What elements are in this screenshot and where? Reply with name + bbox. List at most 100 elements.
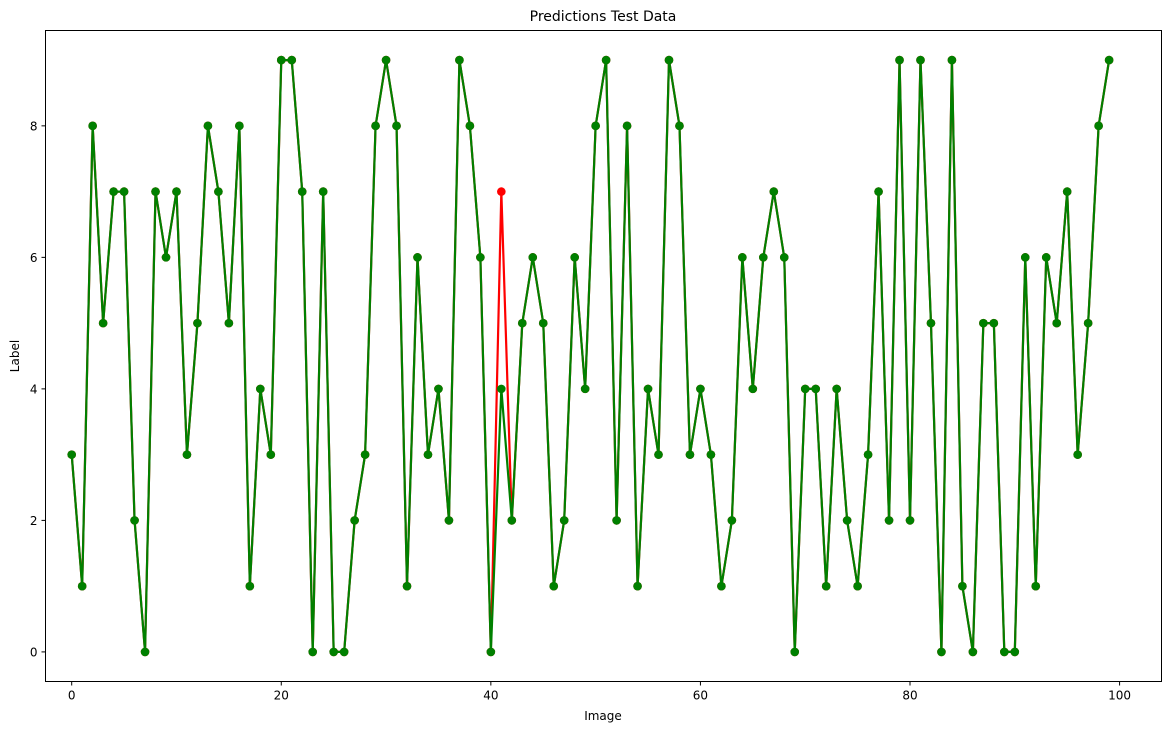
- series-1-point: [1094, 121, 1103, 131]
- x-axis-label: Image: [584, 709, 622, 723]
- series-1-point: [580, 384, 590, 394]
- series-1-point: [717, 581, 726, 591]
- series-1-point: [371, 121, 380, 131]
- series-1-point: [497, 384, 506, 394]
- series-1-point: [517, 318, 527, 328]
- series-1-point: [266, 450, 276, 459]
- series-1-point: [98, 318, 108, 328]
- series-1-point: [696, 384, 705, 394]
- series-1-point: [140, 647, 150, 657]
- y-axis: 0 2 4 6 8: [30, 119, 46, 659]
- series-1-point: [884, 516, 894, 525]
- series-1-point: [308, 647, 318, 657]
- series-1-point: [1052, 318, 1062, 328]
- series-1-point: [119, 187, 129, 196]
- series-1-point: [151, 187, 160, 196]
- series-1-point: [381, 55, 391, 65]
- series-1-point: [769, 187, 779, 196]
- x-axis: 0 20 40 60 80 100: [68, 681, 1131, 703]
- series-1-point: [256, 384, 265, 394]
- series-1-point: [916, 55, 925, 65]
- series-1-point: [339, 647, 349, 657]
- series-1-point: [612, 516, 621, 525]
- series-1-point: [790, 647, 800, 657]
- series-1-point: [926, 318, 936, 328]
- x-tick-label: 60: [693, 689, 708, 703]
- series-1-point: [245, 581, 255, 591]
- y-axis-label: Label: [8, 340, 22, 372]
- series-1-point: [203, 121, 213, 131]
- series-1-point: [664, 55, 674, 65]
- chart-title: Predictions Test Data: [530, 9, 677, 25]
- series-layer: [67, 55, 1114, 657]
- series-1-line: [70, 58, 1111, 654]
- series-1-point: [559, 516, 569, 525]
- series-1-point: [172, 187, 181, 196]
- series-1-point: [968, 647, 978, 657]
- y-tick-label: 4: [30, 382, 38, 396]
- series-1-point: [224, 318, 234, 328]
- series-1-point: [727, 516, 737, 525]
- series-1-point: [130, 516, 139, 525]
- series-1-point: [193, 318, 202, 328]
- series-1-point: [958, 581, 967, 591]
- series-1-point: [413, 253, 422, 262]
- series-1-point: [1041, 253, 1051, 262]
- series-1-point: [318, 187, 328, 196]
- series-1-point: [1073, 450, 1082, 459]
- series-1-point: [706, 450, 716, 459]
- series-1-point: [1104, 55, 1114, 65]
- series-1-point: [1083, 318, 1093, 328]
- series-1-point: [1000, 647, 1009, 657]
- series-1-point: [601, 55, 611, 65]
- series-1-point: [842, 516, 852, 525]
- series-1-point: [738, 253, 747, 262]
- x-tick-label: 0: [68, 689, 76, 703]
- series-1-point: [1020, 253, 1030, 262]
- series-1-point: [77, 581, 87, 591]
- series-1-point: [800, 384, 810, 394]
- x-tick-label: 20: [274, 689, 289, 703]
- series-1: [67, 55, 1114, 657]
- series-1-point: [863, 450, 873, 459]
- series-1-point: [455, 55, 464, 65]
- series-1-point: [235, 121, 244, 131]
- series-0: [67, 55, 1114, 657]
- series-1-point: [622, 121, 632, 131]
- series-1-point: [979, 318, 988, 328]
- series-1-point: [538, 318, 548, 328]
- series-1-point: [591, 121, 600, 131]
- series-1-point: [528, 253, 538, 262]
- series-1-point: [297, 187, 307, 196]
- series-1-point: [654, 450, 663, 459]
- series-1-point: [989, 318, 999, 328]
- series-1-point: [853, 581, 862, 591]
- series-1-point: [947, 55, 957, 65]
- series-1-point: [874, 187, 883, 196]
- series-1-point: [779, 253, 789, 262]
- series-1-point: [549, 581, 559, 591]
- series-1-point: [748, 384, 758, 394]
- series-0-point: [497, 187, 506, 196]
- series-1-point: [444, 516, 454, 525]
- series-1-point: [476, 253, 485, 262]
- series-1-point: [937, 647, 946, 657]
- series-1-point: [465, 121, 475, 131]
- series-1-point: [360, 450, 370, 459]
- series-1-point: [832, 384, 841, 394]
- series-1-point: [1031, 581, 1041, 591]
- series-1-point: [685, 450, 695, 459]
- series-1-point: [1010, 647, 1020, 657]
- series-1-point: [161, 253, 171, 262]
- series-1-point: [276, 55, 286, 65]
- series-1-point: [88, 121, 97, 131]
- plot-frame: [45, 30, 1162, 682]
- series-1-point: [570, 253, 579, 262]
- series-1-point: [905, 516, 915, 525]
- series-1-point: [392, 121, 401, 131]
- series-1-point: [633, 581, 642, 591]
- y-tick-label: 2: [30, 514, 38, 528]
- series-1-point: [507, 516, 517, 525]
